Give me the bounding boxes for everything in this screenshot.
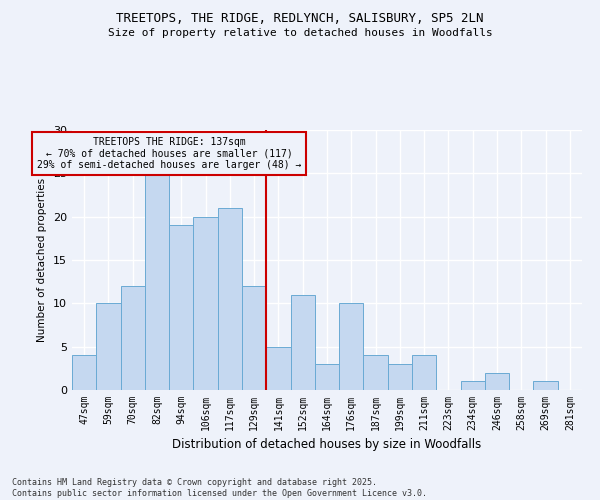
Bar <box>364 356 388 390</box>
Bar <box>290 294 315 390</box>
Bar <box>339 304 364 390</box>
Text: Contains HM Land Registry data © Crown copyright and database right 2025.
Contai: Contains HM Land Registry data © Crown c… <box>12 478 427 498</box>
Bar <box>72 356 96 390</box>
Bar <box>533 382 558 390</box>
X-axis label: Distribution of detached houses by size in Woodfalls: Distribution of detached houses by size … <box>172 438 482 452</box>
Bar <box>242 286 266 390</box>
Bar <box>266 346 290 390</box>
Bar <box>121 286 145 390</box>
Bar <box>218 208 242 390</box>
Bar <box>193 216 218 390</box>
Bar <box>388 364 412 390</box>
Bar <box>315 364 339 390</box>
Bar <box>461 382 485 390</box>
Text: Size of property relative to detached houses in Woodfalls: Size of property relative to detached ho… <box>107 28 493 38</box>
Bar <box>485 372 509 390</box>
Bar <box>96 304 121 390</box>
Y-axis label: Number of detached properties: Number of detached properties <box>37 178 47 342</box>
Bar <box>412 356 436 390</box>
Text: TREETOPS, THE RIDGE, REDLYNCH, SALISBURY, SP5 2LN: TREETOPS, THE RIDGE, REDLYNCH, SALISBURY… <box>116 12 484 26</box>
Text: TREETOPS THE RIDGE: 137sqm
← 70% of detached houses are smaller (117)
29% of sem: TREETOPS THE RIDGE: 137sqm ← 70% of deta… <box>37 137 301 170</box>
Bar <box>145 174 169 390</box>
Bar <box>169 226 193 390</box>
